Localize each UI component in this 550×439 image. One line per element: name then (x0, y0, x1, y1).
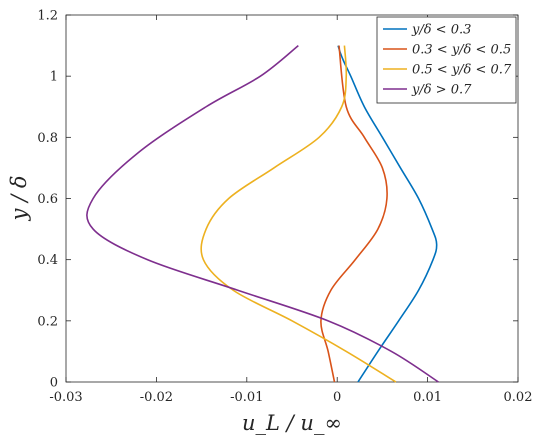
series-line-4 (86, 44, 439, 383)
legend-label-2: 0.3 < y/δ < 0.5 (412, 43, 511, 58)
y-tick-label: 0 (50, 376, 58, 391)
series-line-2 (320, 45, 388, 383)
series-line-3 (200, 45, 397, 383)
x-tick-label: 0 (333, 390, 341, 405)
y-tick-label: 0.4 (37, 253, 58, 268)
x-tick-label: -0.01 (230, 390, 263, 405)
y-axis-label: y / δ (7, 176, 31, 222)
legend-label-3: 0.5 < y/δ < 0.7 (412, 63, 512, 78)
legend: y/δ < 0.3 0.3 < y/δ < 0.5 0.5 < y/δ < 0.7 y… (376, 16, 517, 104)
y-tick-label: 0.6 (37, 192, 58, 207)
x-tick-label: 0.01 (413, 390, 442, 405)
y-tick-label: 1.2 (37, 9, 58, 24)
x-tick-label: -0.03 (49, 390, 82, 405)
y-tick-label: 0.2 (37, 314, 58, 329)
y-axis: 0 0.2 0.4 0.6 0.8 1 1.2 (37, 9, 518, 391)
x-tick-label: 0.02 (504, 390, 533, 405)
x-axis: -0.03 -0.02 -0.01 0 0.01 0.02 (49, 15, 532, 405)
x-tick-label: -0.02 (140, 390, 173, 405)
series-lines (86, 44, 439, 383)
x-axis-label: u_L / u_∞ (242, 411, 342, 435)
y-tick-label: 1 (50, 70, 58, 85)
legend-label-4: y/δ > 0.7 (411, 83, 472, 98)
legend-label-1: y/δ < 0.3 (411, 23, 471, 38)
y-tick-label: 0.8 (37, 131, 58, 146)
